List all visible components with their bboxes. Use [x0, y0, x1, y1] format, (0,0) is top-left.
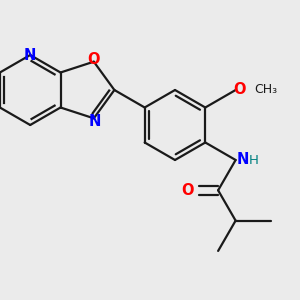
Text: O: O: [182, 183, 194, 198]
Text: O: O: [233, 82, 246, 97]
Text: H: H: [249, 154, 259, 167]
Text: N: N: [88, 114, 101, 129]
Text: N: N: [236, 152, 249, 167]
Text: O: O: [88, 52, 100, 67]
Text: CH₃: CH₃: [254, 83, 277, 96]
Text: N: N: [24, 47, 36, 62]
